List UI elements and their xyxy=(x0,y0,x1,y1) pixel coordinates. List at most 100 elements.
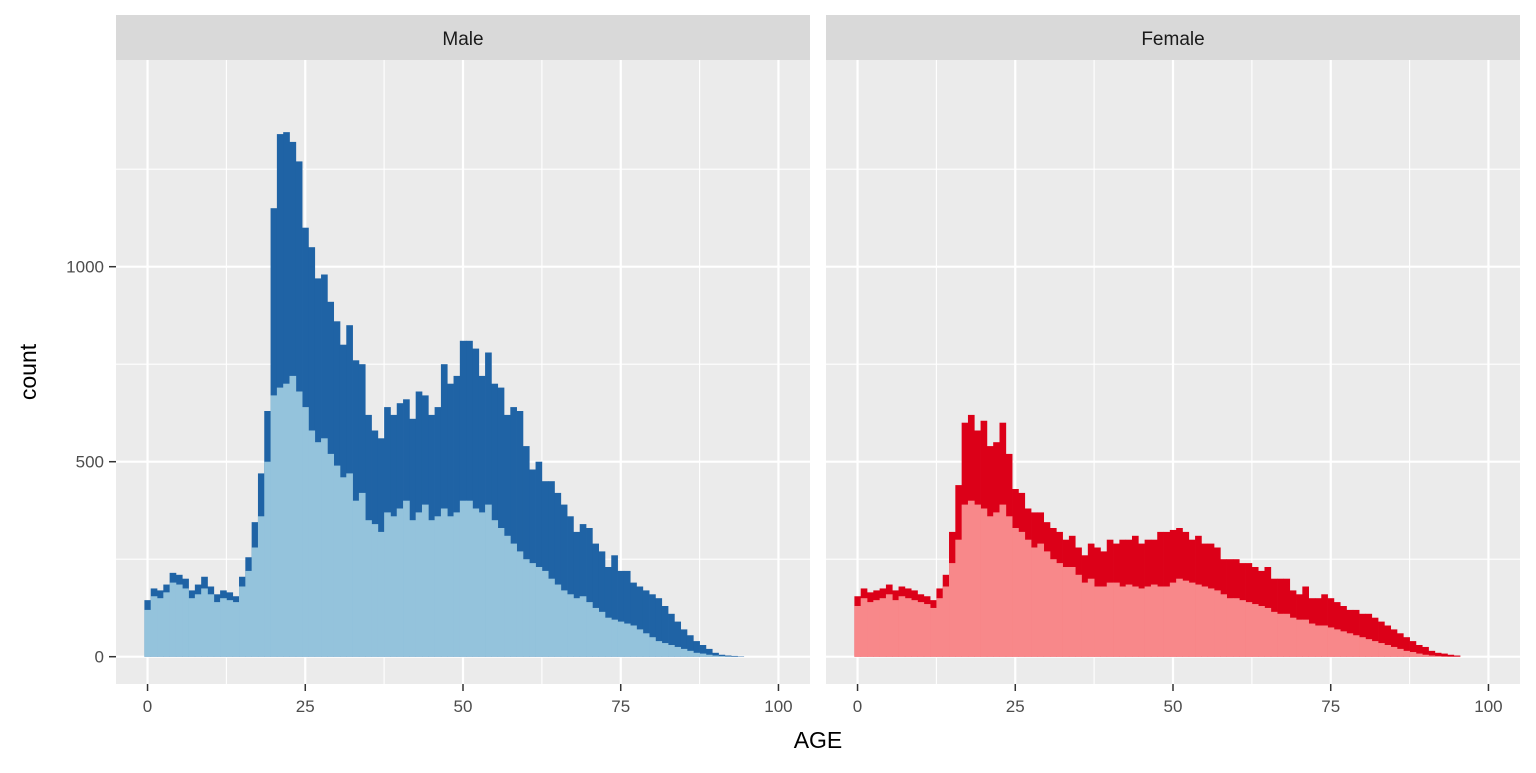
male-inner-bar xyxy=(220,598,227,657)
male-inner-bar xyxy=(529,563,536,657)
male-inner-bar xyxy=(428,520,435,657)
male-inner-bar xyxy=(662,643,669,657)
male-inner-bar xyxy=(706,655,713,657)
x-tick-label: 75 xyxy=(1321,697,1340,716)
female-total-bar xyxy=(1447,655,1454,657)
male-inner-bar xyxy=(674,647,681,657)
female-inner-bar xyxy=(1189,583,1196,657)
x-tick-label: 100 xyxy=(764,697,792,716)
male-inner-bar xyxy=(485,505,492,657)
male-inner-bar xyxy=(353,501,360,657)
female-inner-bar xyxy=(1094,587,1101,657)
female-inner-bar xyxy=(1088,579,1095,657)
female-inner-bar xyxy=(1397,649,1404,657)
female-inner-bar xyxy=(968,501,975,657)
male-inner-bar xyxy=(523,559,530,657)
female-inner-bar xyxy=(1315,626,1322,657)
male-inner-bar xyxy=(151,596,158,656)
female-inner-bar xyxy=(1416,654,1423,657)
female-inner-bar xyxy=(1031,548,1038,657)
female-inner-bar xyxy=(981,509,988,657)
female-inner-bar xyxy=(1353,635,1360,656)
female-inner-bar xyxy=(1384,645,1391,657)
female-inner-bar xyxy=(1391,647,1398,657)
female-inner-bar xyxy=(1170,583,1177,657)
female-inner-bar xyxy=(1100,587,1107,657)
female-inner-bar xyxy=(1220,594,1227,656)
male-inner-bar xyxy=(693,653,700,657)
female-inner-bar xyxy=(1359,637,1366,657)
male-inner-bar xyxy=(618,622,625,657)
female-inner-bar xyxy=(1119,587,1126,657)
male-inner-bar xyxy=(517,551,524,656)
male-inner-bar xyxy=(359,493,366,657)
female-inner-bar xyxy=(899,596,906,656)
female-inner-bar xyxy=(1000,505,1007,657)
male-inner-bar xyxy=(630,626,637,657)
female-inner-bar xyxy=(1201,587,1208,657)
male-inner-bar xyxy=(277,388,284,657)
male-inner-bar xyxy=(681,649,688,657)
female-inner-bar xyxy=(1018,532,1025,657)
x-axis-title: AGE xyxy=(794,727,843,753)
female-inner-bar xyxy=(1195,585,1202,657)
male-inner-bar xyxy=(479,512,486,656)
female-inner-bar xyxy=(1277,614,1284,657)
female-inner-bar xyxy=(1340,631,1347,656)
male-inner-bar xyxy=(637,629,644,656)
female-inner-bar xyxy=(993,512,1000,656)
female-inner-bar xyxy=(1302,620,1309,657)
male-inner-bar xyxy=(290,376,297,657)
female-inner-bar xyxy=(1151,585,1158,657)
female-inner-bar xyxy=(949,563,956,657)
female-inner-bar xyxy=(1012,528,1019,657)
male-inner-bar xyxy=(372,524,379,657)
male-inner-bar xyxy=(340,477,347,656)
male-inner-bar xyxy=(580,596,587,656)
male-inner-bar xyxy=(233,602,240,657)
female-inner-bar xyxy=(1182,581,1189,657)
female-inner-bar xyxy=(974,505,981,657)
male-inner-bar xyxy=(144,610,151,657)
female-inner-bar xyxy=(962,505,969,657)
female-inner-bar xyxy=(1132,587,1139,657)
male-inner-bar xyxy=(327,454,334,657)
female-inner-bar xyxy=(1321,626,1328,657)
male-inner-bar xyxy=(283,384,290,657)
female-inner-bar xyxy=(1107,583,1114,657)
male-inner-bar xyxy=(599,612,606,657)
male-inner-bar xyxy=(460,501,467,657)
male-inner-bar xyxy=(700,654,707,657)
female-inner-bar xyxy=(1239,600,1246,657)
y-tick-label: 500 xyxy=(76,453,104,472)
male-inner-bar xyxy=(214,602,221,657)
male-inner-bar xyxy=(157,598,164,657)
male-inner-bar xyxy=(472,509,479,657)
male-inner-bar xyxy=(567,594,574,656)
x-tick-label: 0 xyxy=(143,697,152,716)
male-inner-bar xyxy=(170,583,177,657)
male-inner-bar xyxy=(447,516,454,656)
male-inner-bar xyxy=(239,587,246,657)
male-inner-bar xyxy=(435,516,442,656)
male-inner-bar xyxy=(176,585,183,657)
male-inner-bar xyxy=(561,590,568,656)
female-inner-bar xyxy=(1422,655,1429,657)
female-inner-bar xyxy=(1138,588,1145,656)
male-inner-bar xyxy=(252,548,259,657)
female-inner-bar xyxy=(1309,624,1316,657)
male-inner-bar xyxy=(416,512,423,656)
strip-label-male: Male xyxy=(442,29,483,50)
female-inner-bar xyxy=(1126,585,1133,657)
female-inner-bar xyxy=(987,516,994,656)
female-inner-bar xyxy=(1082,583,1089,657)
female-inner-bar xyxy=(1006,516,1013,656)
female-inner-bar xyxy=(1246,602,1253,657)
male-inner-bar xyxy=(163,592,170,656)
female-inner-bar xyxy=(911,600,918,657)
female-inner-bar xyxy=(1069,567,1076,657)
male-inner-bar xyxy=(302,407,309,657)
male-inner-bar xyxy=(542,571,549,657)
